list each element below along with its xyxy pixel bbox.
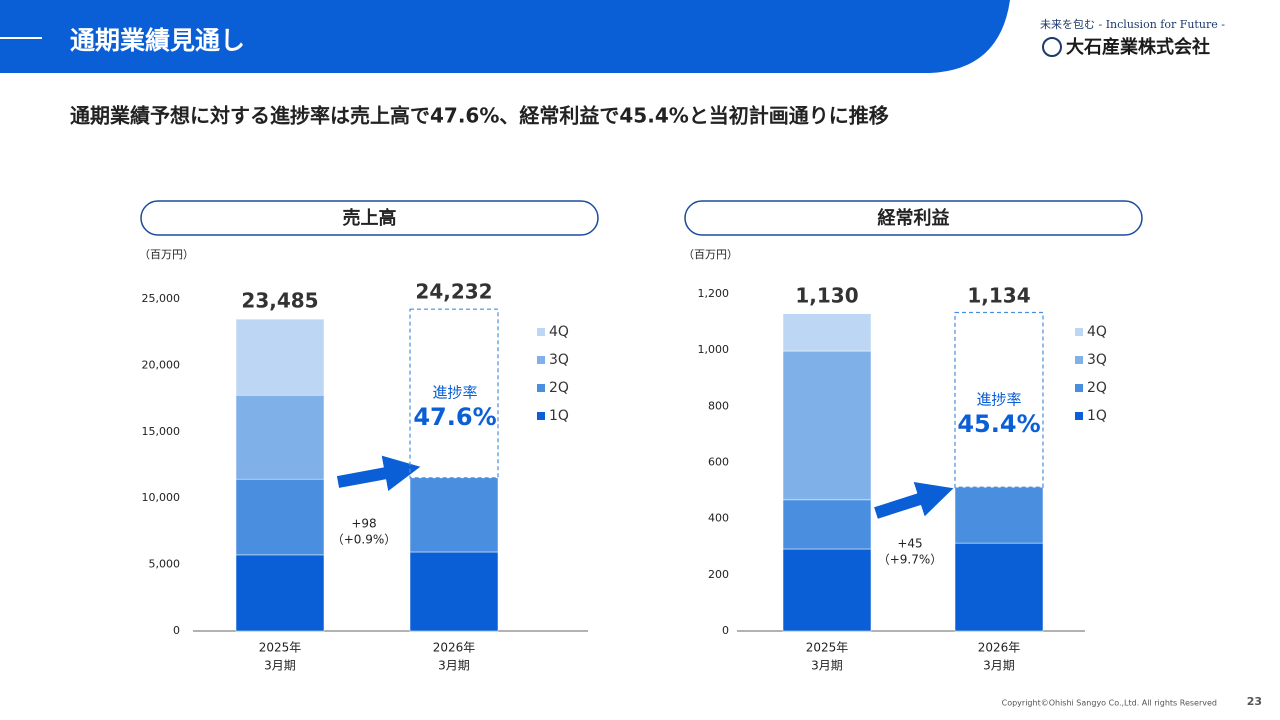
bar-segment — [235, 554, 325, 632]
panel-title: 経常利益 — [878, 207, 950, 229]
legend-label: 3Q — [1087, 352, 1107, 368]
legend-swatch — [537, 384, 545, 392]
total-label: 1,134 — [967, 284, 1030, 308]
page-number: 23 — [1247, 695, 1262, 708]
header-title: 通期業績見通し — [70, 26, 245, 55]
change-percent: （+0.9%） — [332, 533, 397, 547]
change-value: +45 — [897, 537, 922, 551]
legend-label: 2Q — [549, 380, 569, 396]
y-tick-label: 25,000 — [142, 292, 181, 305]
copyright: Copyright©Ohishi Sangyo Co.,Ltd. All rig… — [1002, 699, 1217, 708]
legend-swatch — [1075, 328, 1083, 336]
company-name: 大石産業株式会社 — [1066, 36, 1210, 58]
bar-segment — [235, 478, 325, 556]
total-label: 24,232 — [415, 280, 492, 304]
bar-segment — [235, 395, 325, 480]
y-tick-label: 0 — [173, 624, 180, 637]
x-tick-label: 2025年 — [806, 641, 849, 655]
legend-swatch — [1075, 384, 1083, 392]
y-tick-label: 5,000 — [149, 558, 181, 571]
x-tick-label: 2025年 — [259, 641, 302, 655]
legend-swatch — [537, 356, 545, 364]
panel-title-pill — [140, 200, 599, 236]
bar-segment — [782, 313, 872, 352]
legend-swatch — [537, 412, 545, 420]
legend-label: 2Q — [1087, 380, 1107, 396]
legend-label: 1Q — [549, 408, 569, 424]
change-percent: （+9.7%） — [878, 553, 943, 567]
panel-title: 売上高 — [343, 207, 397, 229]
forecast-box — [954, 311, 1044, 488]
legend-swatch — [1075, 356, 1083, 364]
bar-segment — [782, 499, 872, 550]
y-tick-label: 1,200 — [698, 287, 730, 300]
bar-segment — [954, 486, 1044, 544]
y-tick-label: 10,000 — [142, 491, 181, 504]
arrow — [336, 455, 421, 492]
x-tick-label: 2026年 — [433, 641, 476, 655]
legend-swatch — [537, 328, 545, 336]
bar-segment — [409, 551, 499, 632]
x-tick-label: 2026年 — [978, 641, 1021, 655]
unit-label: （百万円） — [683, 248, 738, 261]
unit-label: （百万円） — [139, 248, 194, 261]
y-tick-label: 800 — [708, 399, 729, 412]
x-tick-label: 3月期 — [983, 659, 1015, 673]
y-tick-label: 0 — [722, 624, 729, 637]
tagline: 未来を包む - Inclusion for Future - — [1040, 18, 1225, 31]
x-tick-label: 3月期 — [264, 659, 296, 673]
y-tick-label: 15,000 — [142, 425, 181, 438]
total-label: 1,130 — [795, 284, 858, 308]
legend-label: 4Q — [1087, 324, 1107, 340]
x-tick-label: 3月期 — [811, 659, 843, 673]
panel-title-pill — [684, 200, 1143, 236]
bar-segment — [409, 477, 499, 553]
legend-label: 3Q — [549, 352, 569, 368]
logo-mark — [1042, 37, 1062, 57]
progress-label: 進捗率 — [432, 384, 477, 402]
total-label: 23,485 — [241, 289, 318, 313]
progress-label: 進捗率 — [976, 391, 1021, 409]
y-tick-label: 200 — [708, 568, 729, 581]
legend-label: 1Q — [1087, 408, 1107, 424]
forecast-box — [409, 308, 499, 479]
bar-segment — [782, 548, 872, 632]
y-tick-label: 1,000 — [698, 343, 730, 356]
bar-segment — [235, 318, 325, 396]
change-value: +98 — [351, 517, 376, 531]
progress-value: 45.4% — [957, 410, 1040, 438]
header-bar — [0, 0, 1010, 73]
bar-segment — [954, 542, 1044, 632]
headline: 通期業績予想に対する進捗率は売上高で47.6%、経常利益で45.4%と当初計画通… — [70, 104, 889, 128]
arrow — [874, 482, 954, 519]
legend-swatch — [1075, 412, 1083, 420]
y-tick-label: 600 — [708, 456, 729, 469]
legend-label: 4Q — [549, 324, 569, 340]
bar-segment — [782, 350, 872, 501]
progress-value: 47.6% — [413, 403, 496, 431]
x-tick-label: 3月期 — [438, 659, 470, 673]
y-tick-label: 400 — [708, 512, 729, 525]
y-tick-label: 20,000 — [142, 358, 181, 371]
